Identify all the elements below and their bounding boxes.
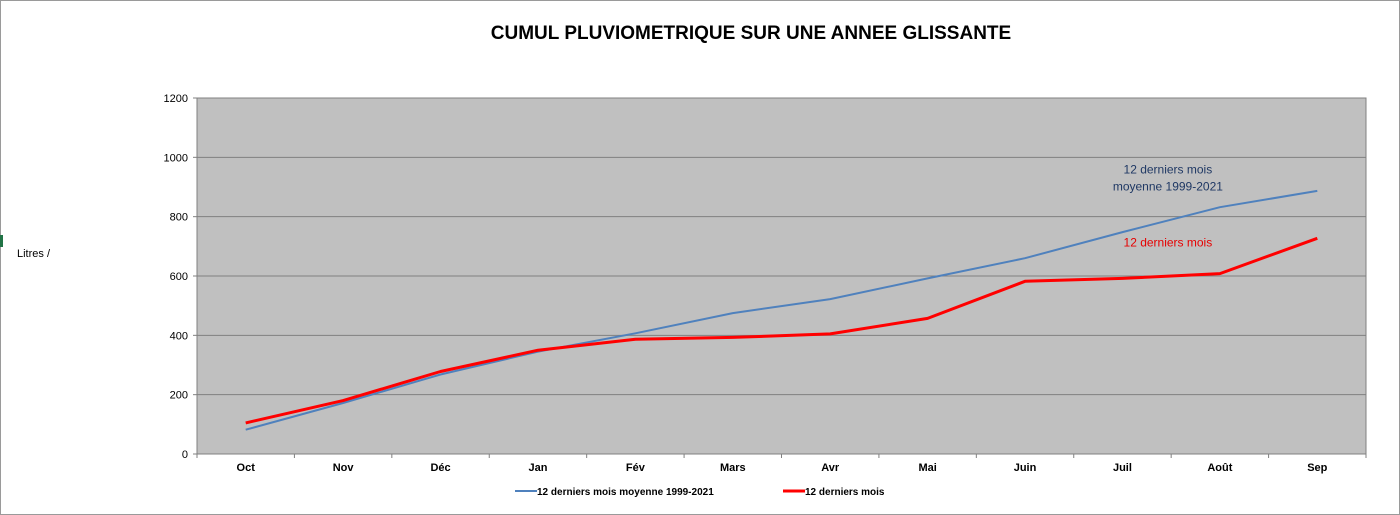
x-tick-label: Mars <box>720 462 746 474</box>
series-lines <box>245 189 1318 431</box>
y-tick-label: 1000 <box>164 152 188 164</box>
annotation-label: moyenne 1999-2021 <box>1113 180 1223 194</box>
annotations: 12 derniers mois moyenne 1999-2021 12 dern… <box>1113 163 1223 250</box>
x-tick-label: Sep <box>1307 462 1327 474</box>
y-tick-label: 0 <box>182 449 188 461</box>
legend-label: 12 derniers mois <box>805 487 885 498</box>
series-line-average <box>245 189 1318 431</box>
x-tick-label: Déc <box>430 462 450 474</box>
x-tick-label: Mai <box>918 462 936 474</box>
annotation-label: 12 derniers mois <box>1124 235 1213 249</box>
legend-label: 12 derniers mois moyenne 1999-2021 <box>537 487 714 498</box>
x-tick-label: Nov <box>333 462 355 474</box>
y-axis-ticks: 0 200 400 600 800 1000 1200 <box>164 93 197 461</box>
x-tick-label: Fév <box>626 462 646 474</box>
x-tick-label: Juil <box>1113 462 1132 474</box>
y-tick-label: 600 <box>170 271 188 283</box>
annotation-label: 12 derniers mois <box>1124 163 1213 177</box>
chart-title: CUMUL PLUVIOMETRIQUE SUR UNE ANNEE GLISS… <box>491 23 1011 44</box>
y-axis-label: Litres / <box>17 248 51 260</box>
x-tick-label: Oct <box>237 462 256 474</box>
x-tick-label: Avr <box>821 462 840 474</box>
y-tick-label: 800 <box>170 212 188 224</box>
x-tick-label: Juin <box>1014 462 1037 474</box>
x-tick-label: Août <box>1207 462 1232 474</box>
x-tick-label: Jan <box>528 462 547 474</box>
y-tick-label: 1200 <box>164 93 188 105</box>
cell-marker <box>0 235 3 247</box>
series-line-recent <box>245 236 1318 425</box>
y-tick-label: 200 <box>170 390 188 402</box>
y-tick-label: 400 <box>170 330 188 342</box>
x-axis-ticks: Oct Nov Déc Jan Fév Mars Avr Mai Juin Juil Août Sep <box>196 454 1367 474</box>
legend: 12 derniers mois moyenne 1999-2021 12 der… <box>515 487 885 498</box>
